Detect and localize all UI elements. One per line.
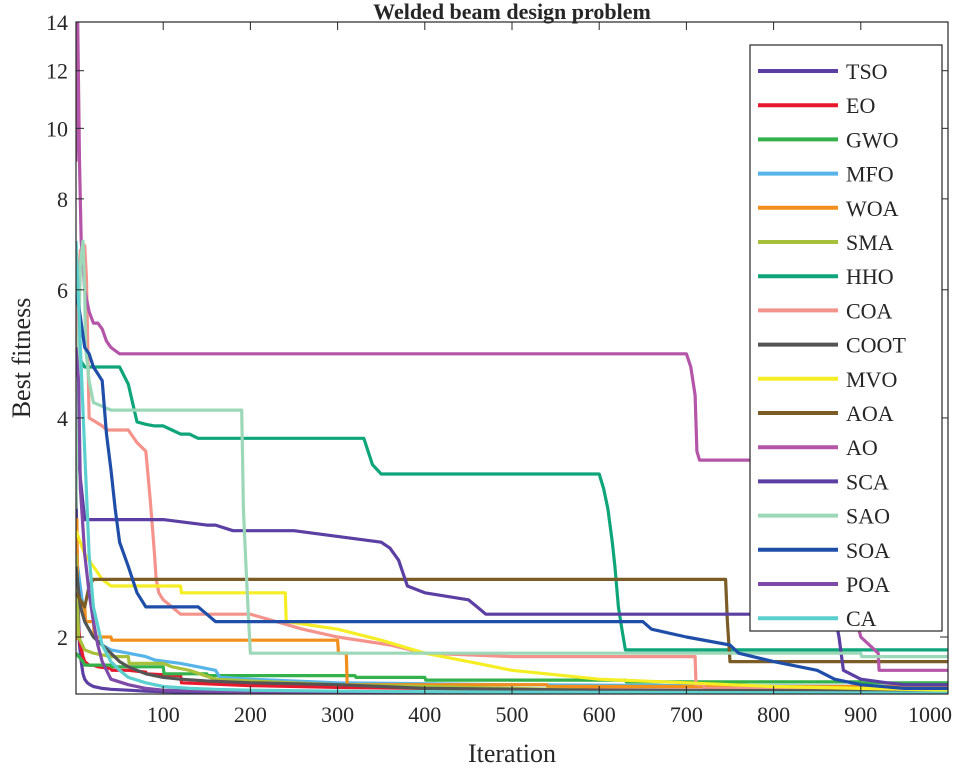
x-tick-label: 300 [321,702,354,727]
series-line-mvo [76,530,948,692]
x-tick-label: 600 [583,702,616,727]
y-tick-label: 10 [46,116,68,141]
legend-box [749,44,943,632]
x-tick-label: 800 [757,702,790,727]
series-line-ca [76,241,948,694]
x-tick-label: 100 [147,702,180,727]
legend-label-soa: SOA [846,538,890,563]
legend-label-coot: COOT [846,333,906,358]
legend-label-mfo: MFO [846,162,894,187]
legend-label-coa: COA [846,298,893,323]
y-tick-label: 2 [57,625,68,650]
legend-label-woa: WOA [846,196,899,221]
legend-label-eo: EO [846,93,875,118]
y-tick-label: 4 [57,406,68,431]
legend-label-sma: SMA [846,230,894,255]
legend-label-sao: SAO [846,504,890,529]
x-tick-label: 700 [670,702,703,727]
y-tick-label: 8 [57,187,68,212]
series-line-sao [76,239,948,659]
legend-label-ca: CA [846,606,877,631]
legend-label-gwo: GWO [846,127,899,152]
y-tick-label: 12 [46,59,68,84]
legend-label-ao: AO [846,435,878,460]
legend: TSO EO GWO MFO WOA SMA HHO COA COOT MVO AOA AO SCA SA… [749,44,943,632]
legend-label-poa: POA [846,572,890,597]
x-axis-label: Iteration [468,739,556,768]
x-tick-label: 900 [844,702,877,727]
legend-label-hho: HHO [846,264,894,289]
x-tick-label: 400 [408,702,441,727]
series-layer [76,22,948,694]
y-tick-label: 6 [57,278,68,303]
y-axis-label: Best fitness [7,298,36,419]
x-tick-label: 200 [234,702,267,727]
axis-layer: 100 200 300 400 500 600 700 800 900 1000 2 4 6 8 10 12 1… [46,10,952,727]
legend-label-aoa: AOA [846,401,894,426]
x-tick-label: 1000 [908,702,952,727]
legend-label-mvo: MVO [846,367,897,392]
legend-label-sca: SCA [846,469,889,494]
x-tick-label: 500 [496,702,529,727]
legend-label-tso: TSO [846,59,888,84]
y-tick-label: 14 [46,10,68,35]
series-line-soa [76,289,948,691]
series-line-hho [76,264,948,652]
chart-title: Welded beam design problem [373,0,651,24]
